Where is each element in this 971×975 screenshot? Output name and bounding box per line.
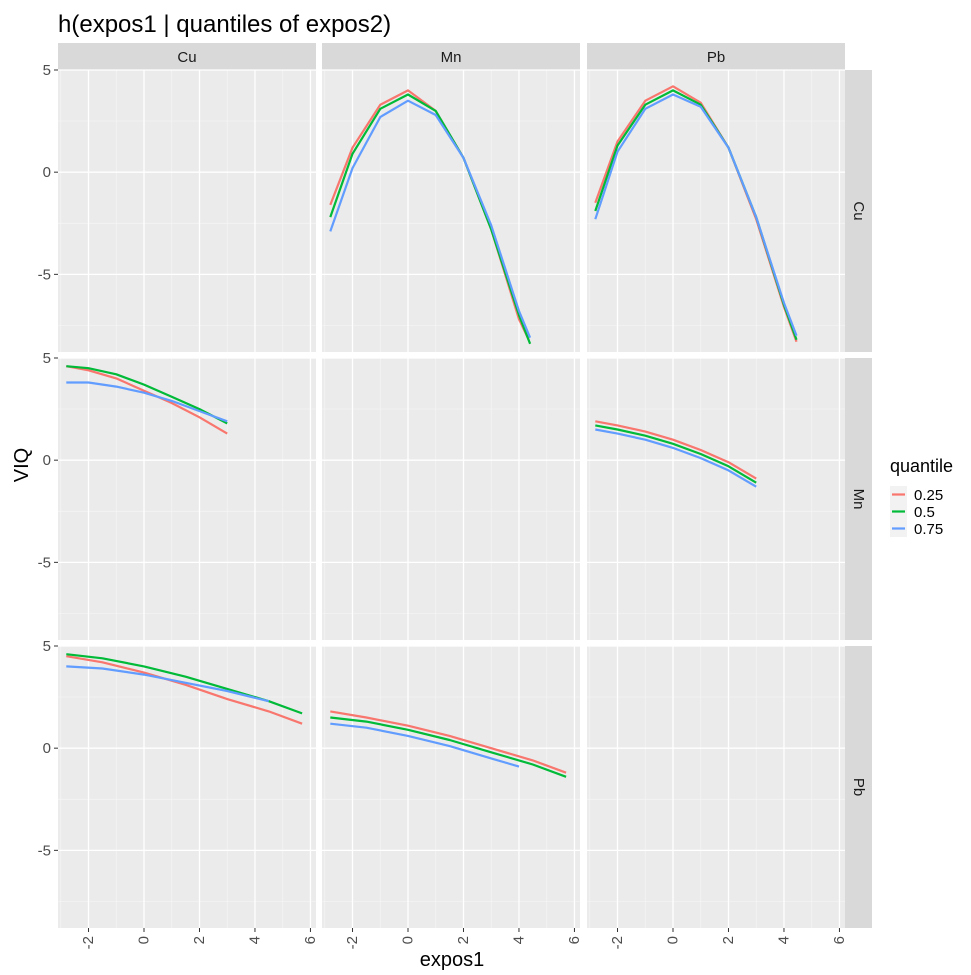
- x-tick-label: 4: [510, 936, 527, 944]
- x-tick-label: 0: [400, 936, 417, 944]
- x-tick-label: 2: [455, 936, 472, 944]
- row-strip-mn: [845, 358, 872, 640]
- panel-background: [587, 70, 845, 352]
- facet-panels: Cu Mn Pb Cu Mn Pb 5 0 -5 5 0 -5 5 0 -5 -2 0 2 4 6 -2 0 2 4 6 -2 0 2…: [38, 43, 872, 949]
- legend-title: quantile: [890, 456, 953, 476]
- series-line-q05-mn-cu: [66, 365, 228, 425]
- panel-pb-mn: [322, 645, 580, 928]
- series-line-q05-mn-pb: [595, 424, 757, 484]
- x-tick-label: 2: [191, 936, 208, 944]
- panel-pb-pb: [587, 645, 845, 928]
- panel-cu-pb: [587, 69, 845, 352]
- row-strip-label: Pb: [850, 778, 867, 796]
- x-tick-label: -2: [80, 936, 97, 949]
- x-tick-label: 2: [720, 936, 737, 944]
- y-tick-label: 0: [43, 740, 51, 757]
- x-tick-label: 4: [246, 936, 263, 944]
- panel-cu-cu: [58, 69, 316, 352]
- x-tick-label: 0: [665, 936, 682, 944]
- column-strip-label: Mn: [441, 49, 462, 66]
- panel-mn-mn: [322, 357, 580, 640]
- panel-background: [322, 646, 580, 928]
- panel-mn-cu: [58, 357, 316, 640]
- series-line-q05-cu-mn: [329, 93, 532, 345]
- row-strip-pb: [845, 646, 872, 928]
- y-tick-label: 0: [43, 452, 51, 469]
- x-tick-label: 6: [566, 936, 583, 944]
- column-strip-mn: [322, 43, 580, 70]
- x-tick-label: 6: [302, 936, 319, 944]
- x-tick-label: 4: [775, 936, 792, 944]
- series-line-q075-mn-cu: [66, 381, 228, 423]
- panel-mn-pb: [587, 357, 845, 640]
- series-line-q075-pb-mn: [330, 722, 520, 768]
- x-tick-label: -2: [344, 936, 361, 949]
- series-line-q05-pb-mn: [330, 716, 567, 778]
- legend-entry-label: 0.5: [914, 504, 935, 521]
- x-tick-label: 6: [831, 936, 848, 944]
- panel-background: [587, 358, 845, 640]
- y-tick-label: 5: [43, 638, 51, 655]
- series-line-q025-mn-pb: [595, 420, 757, 480]
- series-line-q075-cu-mn: [329, 99, 532, 339]
- row-strip-label: Mn: [850, 489, 867, 510]
- y-tick-label: -5: [38, 554, 51, 571]
- column-strip-label: Cu: [177, 49, 196, 66]
- series-line-q075-pb-cu: [66, 665, 270, 703]
- series-line-q075-mn-pb: [595, 428, 757, 488]
- column-strip-label: Pb: [707, 49, 725, 66]
- panel-background: [322, 358, 580, 640]
- panel-background: [58, 70, 316, 352]
- chart-title: h(expos1 | quantiles of expos2): [58, 11, 391, 38]
- x-tick-label: -2: [609, 936, 626, 949]
- legend: quantile 0.250.50.75: [890, 456, 953, 538]
- y-tick-label: -5: [38, 842, 51, 859]
- panel-cu-mn: [322, 69, 580, 352]
- panel-background: [587, 646, 845, 928]
- panel-pb-cu: [58, 645, 316, 928]
- y-axis-title: VIQ: [11, 448, 33, 482]
- panel-background: [58, 358, 316, 640]
- row-strip-cu: [845, 70, 872, 352]
- y-tick-label: -5: [38, 266, 51, 283]
- y-tick-label: 5: [43, 62, 51, 79]
- series-line-q025-pb-cu: [66, 655, 303, 725]
- legend-entry-label: 0.75: [914, 521, 943, 538]
- column-strip-cu: [58, 43, 316, 70]
- series-line-q025-mn-cu: [66, 365, 228, 435]
- y-tick-label: 0: [43, 164, 51, 181]
- panel-background: [322, 70, 580, 352]
- series-line-q075-cu-pb: [594, 93, 798, 337]
- panel-background: [58, 646, 316, 928]
- legend-entry-label: 0.25: [914, 487, 943, 504]
- row-strip-label: Cu: [850, 201, 867, 220]
- x-tick-label: 0: [136, 936, 153, 944]
- column-strip-pb: [587, 43, 845, 70]
- y-tick-label: 5: [43, 350, 51, 367]
- series-line-q025-pb-mn: [330, 710, 567, 774]
- x-axis-title: expos1: [420, 949, 485, 971]
